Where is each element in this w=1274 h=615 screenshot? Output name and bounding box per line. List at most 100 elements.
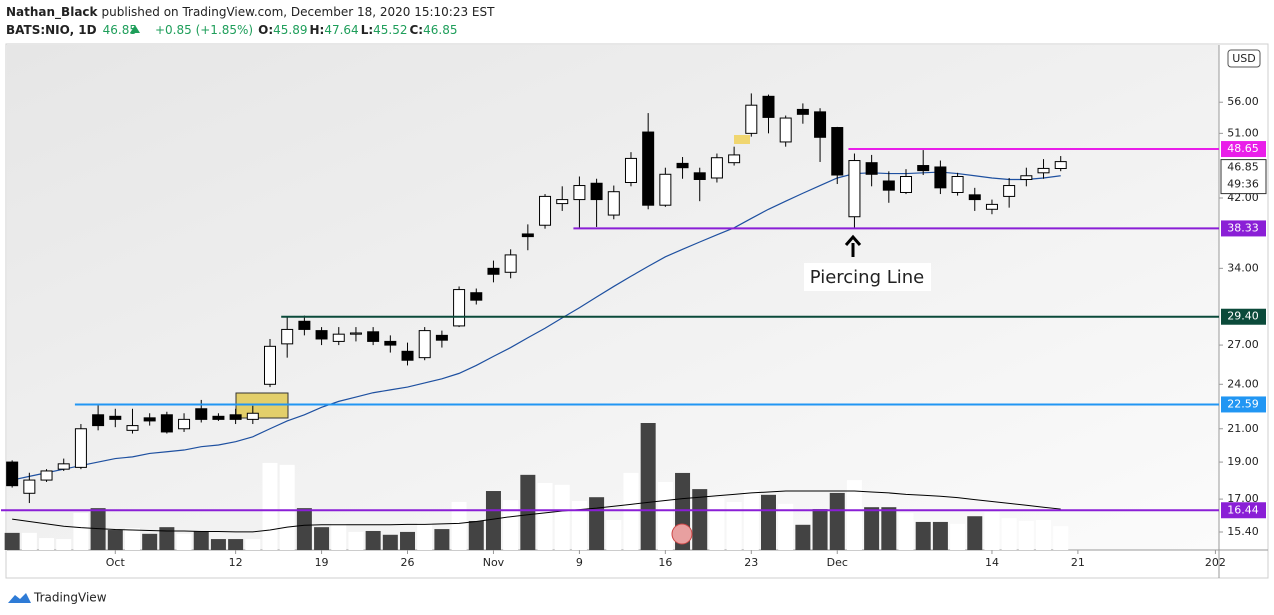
plot-area — [7, 45, 1219, 550]
volume-bar — [709, 498, 725, 550]
candle-body — [676, 162, 689, 169]
candle-body — [745, 104, 758, 134]
candle-body — [92, 414, 105, 427]
volume-bar — [984, 511, 1000, 550]
candle-body — [985, 203, 998, 210]
volume-bar — [623, 472, 639, 550]
volume-bar — [107, 530, 123, 550]
candle-body — [1037, 167, 1050, 174]
candle-body — [401, 350, 414, 361]
candle-body — [332, 333, 345, 342]
volume-bar — [537, 482, 553, 550]
y-tick-label: 42.00 — [1227, 191, 1259, 204]
y-tick-label: 34.00 — [1227, 261, 1259, 274]
volume-bar — [193, 530, 209, 550]
volume-bar — [950, 523, 966, 550]
footer: TradingView — [33, 591, 107, 605]
candle-body — [74, 428, 87, 468]
candle-body — [160, 414, 173, 433]
volume-bar — [657, 481, 673, 550]
candle-body — [126, 425, 139, 431]
volume-bar — [1018, 520, 1034, 550]
price-label-box — [1220, 159, 1267, 195]
volume-bar — [296, 508, 312, 550]
volume-bar — [571, 501, 587, 550]
symbol: BATS:NIO, 1D — [6, 23, 97, 37]
volume-bar — [846, 480, 862, 550]
volume-bar — [245, 539, 261, 550]
volume-bar — [210, 539, 226, 550]
candle-body — [1054, 161, 1067, 169]
volume-bar — [73, 512, 89, 550]
candle-body — [968, 194, 981, 201]
ohlc-value: 47.64 — [324, 23, 358, 37]
volume-bar — [348, 531, 364, 550]
currency[interactable]: USD — [1232, 52, 1256, 65]
candle-body — [573, 185, 586, 201]
x-tick-label: Nov — [483, 556, 505, 569]
volume-bar — [812, 509, 828, 550]
x-tick-label: 19 — [315, 556, 329, 569]
candle-body — [23, 479, 36, 494]
volume-bar — [726, 501, 742, 550]
up-arrow-icon — [130, 25, 140, 33]
volume-bar — [589, 497, 605, 550]
candle-body — [367, 331, 380, 342]
volume-bar — [932, 521, 948, 550]
y-tick-label: 17.00 — [1227, 492, 1259, 505]
candle-body — [521, 233, 534, 238]
volume-bar — [898, 512, 914, 550]
currency-button[interactable] — [1227, 49, 1261, 68]
candle-body — [504, 254, 517, 273]
ohlc-label: O: — [258, 23, 273, 37]
candle-body — [281, 328, 294, 345]
volume-bar — [554, 484, 570, 550]
candle-body — [298, 320, 311, 330]
x-tick-label: 26 — [401, 556, 415, 569]
volume-bar — [417, 522, 433, 550]
candle-body — [590, 182, 603, 201]
candle-body — [315, 330, 328, 340]
y-tick-label: 24.00 — [1227, 377, 1259, 390]
candle-body — [539, 195, 552, 226]
last-price: 46.85 — [103, 23, 137, 37]
highlight-box — [235, 392, 289, 419]
volume-bar — [331, 523, 347, 550]
volume-bar — [881, 507, 897, 550]
y-tick-label: 21.00 — [1227, 422, 1259, 435]
volume-bar — [39, 538, 55, 550]
level-label: 29.40 — [1227, 310, 1259, 323]
x-tick-label: 14 — [985, 556, 999, 569]
volume-bar — [176, 533, 192, 550]
volume-bar — [21, 532, 37, 550]
candle-body — [556, 199, 569, 205]
volume-bar — [365, 530, 381, 550]
volume-bar — [743, 490, 759, 550]
candle-body — [349, 332, 362, 335]
candle-body — [384, 340, 397, 346]
candle-body — [212, 415, 225, 420]
published: published on TradingView.com, December 1… — [102, 5, 496, 19]
volume-bar — [864, 507, 880, 550]
y-tick-label: 19.00 — [1227, 455, 1259, 468]
ohlc-label: L: — [361, 23, 373, 37]
symbol-line: BATS:NIO, 1D 46.85 +0.85 (+1.85%) O:45.89 H:… — [6, 23, 457, 37]
candle-body — [659, 173, 672, 206]
volume-bar — [4, 532, 20, 550]
candle-body — [40, 470, 53, 481]
candle-body — [195, 408, 208, 420]
event-marker[interactable] — [671, 523, 693, 545]
volume-bar — [967, 516, 983, 550]
candle-body — [848, 160, 861, 218]
annotation-box — [804, 263, 931, 291]
candle-body — [762, 95, 775, 118]
ohlc-label: C: — [410, 23, 424, 37]
volume-bar — [468, 520, 484, 550]
candle-body — [6, 461, 19, 487]
level-label-box — [1221, 308, 1266, 325]
x-tick-label: 9 — [576, 556, 583, 569]
volume-bar — [434, 529, 450, 550]
volume-bar — [56, 539, 72, 550]
candle-body — [246, 412, 259, 420]
candle-body — [1020, 175, 1033, 180]
